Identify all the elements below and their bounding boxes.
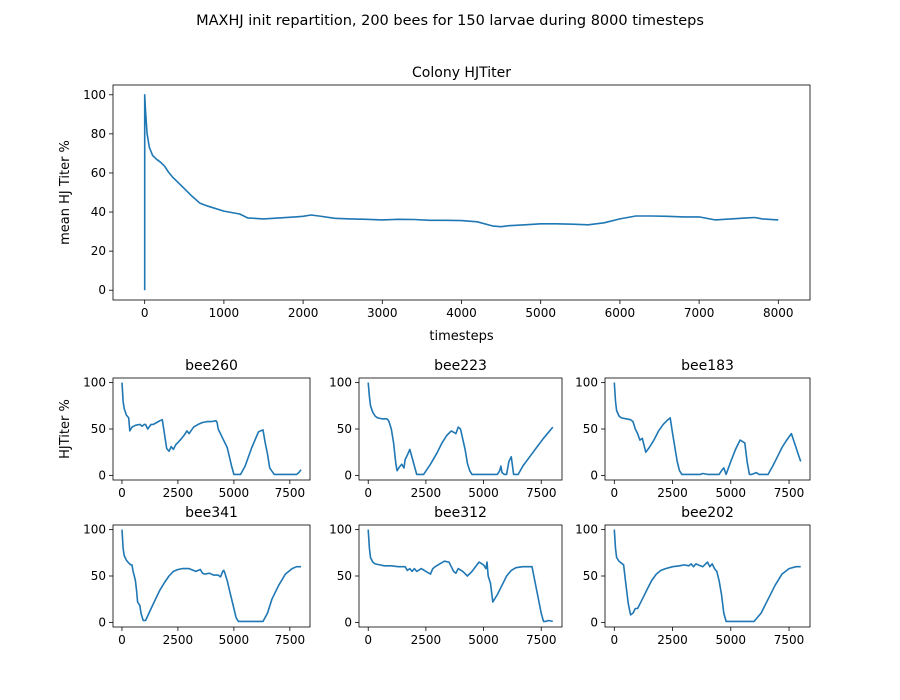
x-tick-label: 2000 xyxy=(288,306,319,320)
chart-bee341: bee341 0 2500 5000 7500 0 50 100 xyxy=(83,505,311,647)
series-line-bee223 xyxy=(367,382,554,476)
x-tick-label: 7000 xyxy=(684,306,715,320)
x-tick-label: 5000 xyxy=(468,486,499,500)
plot-frame xyxy=(358,377,563,481)
y-tick-label: 0 xyxy=(98,283,106,297)
series-line-bee312 xyxy=(367,529,553,623)
plot-frame xyxy=(604,524,811,628)
x-tick-label: 2500 xyxy=(163,486,194,500)
x-tick-label: 5000 xyxy=(525,306,556,320)
x-tick-label: 0 xyxy=(610,486,618,500)
x-tick-label: 5000 xyxy=(716,633,747,647)
x-tick-label: 4000 xyxy=(446,306,477,320)
plot-frame xyxy=(604,377,811,481)
y-axis-label: HJTiter % xyxy=(58,399,73,459)
x-tick-label: 6000 xyxy=(605,306,636,320)
x-tick-label: 7500 xyxy=(275,486,306,500)
x-tick-label: 5000 xyxy=(468,633,499,647)
x-tick-label: 2500 xyxy=(411,486,442,500)
plot-frame xyxy=(112,524,311,628)
y-tick-label: 50 xyxy=(91,422,106,436)
y-tick-label: 50 xyxy=(337,422,352,436)
y-tick-label: 40 xyxy=(91,205,106,219)
plot-frame xyxy=(112,377,311,481)
x-tick-label: 0 xyxy=(141,306,149,320)
plot-frame xyxy=(358,524,563,628)
y-tick-label: 100 xyxy=(575,376,598,390)
y-tick-label: 50 xyxy=(91,569,106,583)
x-tick-label: 7500 xyxy=(774,633,805,647)
x-tick-label: 0 xyxy=(364,486,372,500)
x-tick-label: 5000 xyxy=(219,486,250,500)
chart-title: bee260 xyxy=(185,358,238,374)
x-tick-label: 7500 xyxy=(526,486,557,500)
chart-bee260: bee260 0 2500 5000 7500 0 50 100 HJTiter % xyxy=(58,358,311,500)
x-tick-label: 0 xyxy=(118,486,126,500)
y-tick-label: 50 xyxy=(583,569,598,583)
y-tick-label: 0 xyxy=(344,468,352,482)
x-tick-label: 5000 xyxy=(716,486,747,500)
x-tick-label: 0 xyxy=(610,633,618,647)
y-tick-label: 0 xyxy=(98,615,106,629)
x-tick-label: 0 xyxy=(364,633,372,647)
y-tick-label: 100 xyxy=(575,523,598,537)
y-tick-label: 0 xyxy=(344,615,352,629)
x-tick-label: 7500 xyxy=(526,633,557,647)
x-tick-label: 2500 xyxy=(657,486,688,500)
y-tick-label: 100 xyxy=(329,376,352,390)
y-tick-label: 100 xyxy=(329,523,352,537)
plot-frame xyxy=(112,84,811,301)
chart-title: bee202 xyxy=(681,505,734,521)
y-tick-label: 50 xyxy=(583,422,598,436)
y-tick-label: 100 xyxy=(83,88,106,102)
y-tick-label: 60 xyxy=(91,166,106,180)
x-tick-label: 7500 xyxy=(275,633,306,647)
chart-title: Colony HJTiter xyxy=(412,65,511,81)
series-line-colony xyxy=(143,94,779,291)
chart-bee223: bee223 0 2500 5000 7500 0 50 100 xyxy=(329,358,563,500)
y-tick-label: 100 xyxy=(83,376,106,390)
series-line-bee183 xyxy=(613,382,802,476)
x-axis-label: timesteps xyxy=(429,329,493,344)
x-tick-label: 2500 xyxy=(657,633,688,647)
x-tick-label: 8000 xyxy=(763,306,794,320)
chart-bee202: bee202 0 2500 5000 7500 0 50 100 xyxy=(575,505,811,647)
x-tick-label: 3000 xyxy=(367,306,398,320)
y-tick-label: 80 xyxy=(91,127,106,141)
x-tick-label: 0 xyxy=(118,633,126,647)
x-tick-label: 7500 xyxy=(774,486,805,500)
y-tick-label: 100 xyxy=(83,523,106,537)
y-tick-label: 20 xyxy=(91,244,106,258)
chart-title: bee341 xyxy=(185,505,238,521)
y-tick-label: 0 xyxy=(98,468,106,482)
y-tick-label: 0 xyxy=(590,615,598,629)
y-tick-label: 50 xyxy=(337,569,352,583)
series-line-bee260 xyxy=(121,382,302,476)
series-line-bee341 xyxy=(121,529,301,623)
chart-title: bee223 xyxy=(434,358,487,374)
x-tick-label: 5000 xyxy=(219,633,250,647)
chart-bee183: bee183 0 2500 5000 7500 0 50 100 xyxy=(575,358,811,500)
series-line-bee202 xyxy=(613,529,801,623)
chart-title: bee183 xyxy=(681,358,734,374)
chart-title: bee312 xyxy=(434,505,487,521)
y-axis-label: mean HJ Titer % xyxy=(58,140,73,245)
figure-suptitle: MAXHJ init repartition, 200 bees for 150… xyxy=(196,13,704,29)
x-tick-label: 2500 xyxy=(411,633,442,647)
x-tick-label: 1000 xyxy=(209,306,240,320)
x-tick-label: 2500 xyxy=(163,633,194,647)
y-tick-label: 0 xyxy=(590,468,598,482)
chart-bee312: bee312 0 2500 5000 7500 0 50 100 xyxy=(329,505,563,647)
